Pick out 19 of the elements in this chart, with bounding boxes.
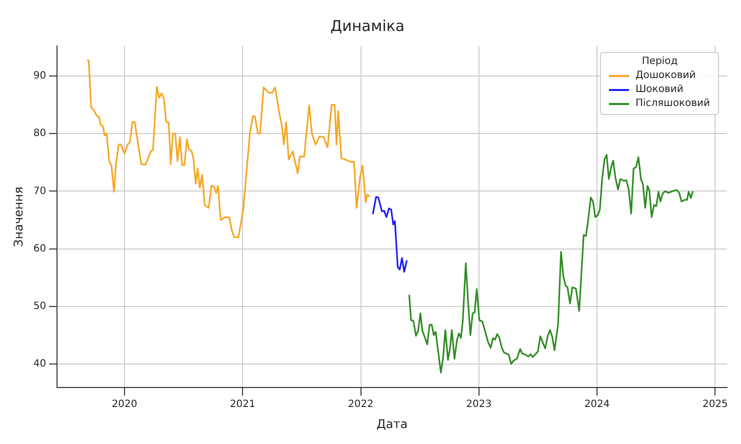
legend-label: Післяшоковий	[635, 97, 710, 111]
x-tick-label: 2022	[348, 399, 374, 410]
y-tick-label: 70	[33, 186, 46, 197]
legend-label: Шоковий	[635, 83, 684, 97]
legend-label: Дошоковий	[635, 69, 696, 83]
y-tick-label: 80	[33, 128, 46, 140]
y-axis-title: Значення	[11, 186, 26, 247]
y-tick-label: 40	[33, 358, 46, 370]
x-tick-label: 2024	[584, 399, 610, 410]
y-tick-label: 60	[33, 243, 46, 254]
x-tick-label: 2021	[230, 399, 256, 410]
legend-title: Період	[640, 56, 679, 67]
y-tick-label: 90	[33, 70, 46, 82]
y-tick-label: 50	[33, 300, 46, 312]
x-tick-label: 2020	[112, 399, 138, 410]
x-tick-label: 2025	[702, 399, 728, 410]
x-axis-title: Дата	[376, 416, 408, 431]
chart-title: Динаміка	[330, 16, 405, 35]
x-tick-label: 2023	[466, 399, 492, 410]
